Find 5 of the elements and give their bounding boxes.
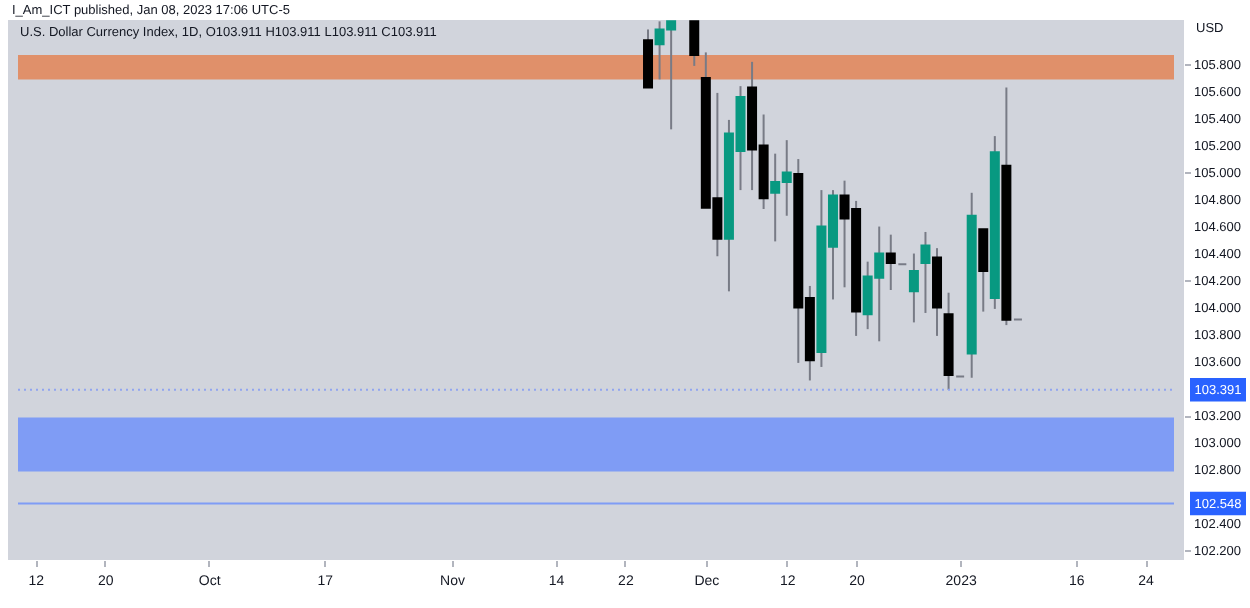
- candlestick: [978, 228, 989, 313]
- candlestick: [689, 20, 700, 67]
- candlestick: [908, 252, 919, 324]
- candlestick: [920, 230, 931, 314]
- candlestick: [643, 28, 654, 89]
